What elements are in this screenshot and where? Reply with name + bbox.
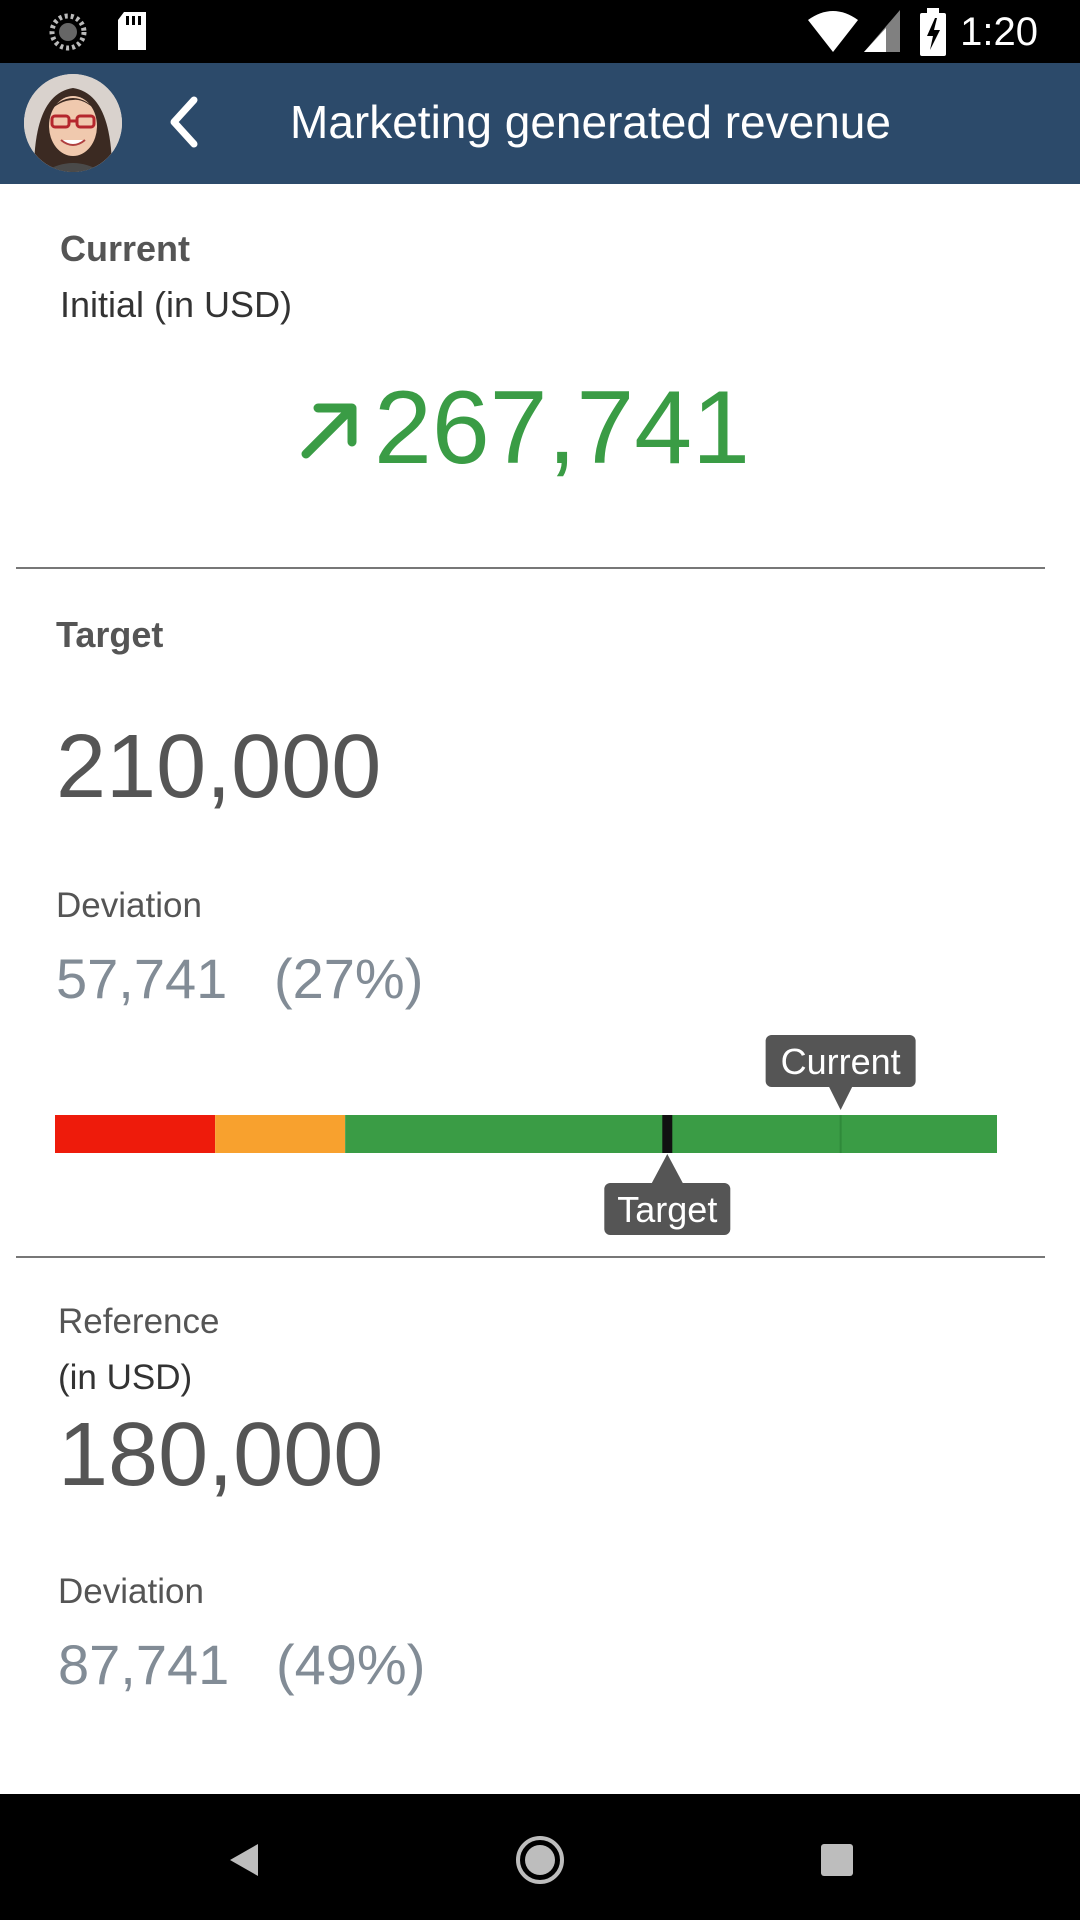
target-marker: Target xyxy=(604,1115,731,1235)
reference-deviation-label: Deviation xyxy=(58,1572,204,1611)
bullet-chart: Current Target xyxy=(55,1035,997,1235)
target-deviation-percent: (27%) xyxy=(273,947,424,1010)
target-deviation: 57,741 (27%) xyxy=(56,944,423,1014)
bullet-band-1 xyxy=(215,1115,346,1153)
back-button[interactable] xyxy=(160,90,208,154)
current-value-group: 267,741 xyxy=(298,368,750,488)
sd-card-icon xyxy=(118,12,146,50)
user-avatar[interactable] xyxy=(24,74,122,172)
section-divider xyxy=(16,1256,1045,1258)
current-value: 267,741 xyxy=(374,370,750,486)
page-title: Marketing generated revenue xyxy=(290,96,891,148)
back-triangle-icon[interactable] xyxy=(216,1830,276,1890)
current-label: Current xyxy=(60,228,191,269)
arrow-up-right-icon xyxy=(301,403,357,459)
battery-charging-icon xyxy=(920,8,946,56)
current-marker-label: Current xyxy=(781,1041,901,1082)
current-sublabel: Initial (in USD) xyxy=(60,284,293,325)
reference-sublabel: (in USD) xyxy=(58,1358,193,1397)
home-circle-icon[interactable] xyxy=(510,1830,570,1890)
target-deviation-value: 57,741 xyxy=(56,947,228,1010)
status-time: 1:20 xyxy=(960,10,1038,54)
wifi-icon xyxy=(808,11,858,52)
target-label: Target xyxy=(56,614,164,655)
section-divider xyxy=(16,567,1045,569)
reference-deviation-percent: (49%) xyxy=(275,1633,426,1696)
status-bar: 1:20 xyxy=(0,0,1080,63)
reference-value: 180,000 xyxy=(58,1405,384,1505)
current-marker: Current xyxy=(765,1035,916,1153)
avatar-image xyxy=(24,74,122,172)
target-value: 210,000 xyxy=(56,717,382,817)
target-marker-label: Target xyxy=(617,1189,717,1230)
reference-deviation-value: 87,741 xyxy=(58,1633,230,1696)
recents-square-icon[interactable] xyxy=(807,1830,867,1890)
reference-deviation: 87,741 (49%) xyxy=(58,1630,425,1700)
target-deviation-label: Deviation xyxy=(56,886,202,925)
signal-icon xyxy=(864,10,900,52)
reference-label: Reference xyxy=(58,1302,220,1341)
chevron-left-icon xyxy=(170,96,198,148)
sync-icon xyxy=(49,13,87,51)
bullet-band-0 xyxy=(55,1115,216,1153)
